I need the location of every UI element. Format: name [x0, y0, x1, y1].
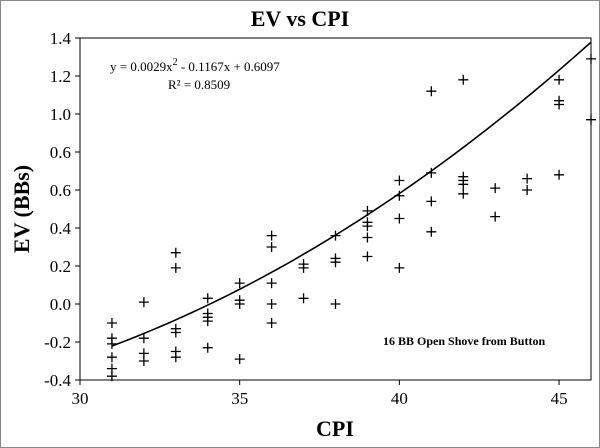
data-point	[554, 169, 565, 180]
data-point	[458, 188, 469, 199]
y-tick-label: -0.4	[44, 371, 71, 390]
equation-rest: - 0.1167x + 0.6097	[178, 59, 281, 74]
y-tick-label: 0.6	[50, 181, 71, 200]
x-axis-ticks: 30 35 40 45	[72, 380, 568, 408]
y-tick-label: 0.2	[50, 257, 71, 276]
data-point	[330, 257, 341, 268]
y-axis-ticks: -0.4 -0.2 0.0 0.2 0.4 0.6 0.6 1.0 1.2 1.4	[44, 29, 80, 390]
y-tick-label: 0.4	[50, 219, 72, 238]
data-point	[138, 356, 149, 366]
y-tick-label: 1.2	[50, 67, 71, 86]
trendline-r-squared: R² = 0.8509	[168, 77, 230, 92]
data-point	[234, 299, 245, 309]
data-point	[234, 354, 245, 365]
y-tick-label: 1.4	[50, 29, 72, 48]
data-point	[202, 316, 213, 327]
data-point	[394, 262, 405, 273]
y-tick-label: 0.6	[50, 143, 71, 162]
data-point	[202, 293, 213, 304]
data-point	[362, 251, 373, 262]
equation-exponent: 2	[173, 57, 178, 68]
data-point	[426, 226, 437, 237]
trendline	[111, 41, 592, 347]
data-point	[266, 242, 277, 252]
data-point	[458, 74, 469, 85]
data-point	[202, 342, 213, 353]
data-point	[170, 352, 181, 363]
data-point	[586, 53, 596, 64]
data-point	[106, 352, 117, 363]
data-point	[362, 232, 373, 243]
data-point	[170, 247, 181, 258]
data-point	[586, 114, 596, 125]
data-point	[138, 297, 149, 308]
data-point	[266, 278, 277, 289]
data-points	[106, 53, 596, 382]
data-point	[426, 196, 437, 207]
trendline-equation: y = 0.0029x2 - 0.1167x + 0.6097	[110, 57, 280, 74]
y-tick-label: 1.0	[50, 105, 71, 124]
data-point	[522, 185, 533, 195]
data-point	[362, 221, 373, 232]
data-point	[106, 318, 117, 328]
data-point	[266, 318, 277, 328]
data-point	[330, 299, 341, 309]
chart-title: EV vs CPI	[250, 6, 350, 31]
x-axis-title: CPI	[316, 416, 354, 441]
data-point	[426, 86, 437, 97]
data-point	[490, 211, 501, 222]
y-tick-label: -0.2	[44, 333, 71, 352]
data-point	[298, 262, 309, 273]
data-point	[298, 293, 309, 304]
data-point	[234, 278, 245, 289]
data-point	[170, 262, 181, 273]
data-point	[394, 175, 405, 186]
equation-main: y = 0.0029x	[110, 59, 173, 74]
chart-annotation: 16 BB Open Shove from Button	[383, 334, 545, 348]
data-point	[266, 230, 277, 241]
data-point	[138, 333, 149, 344]
x-tick-label: 40	[391, 389, 408, 408]
data-point	[458, 179, 469, 190]
data-point	[490, 183, 501, 194]
data-point	[106, 371, 117, 382]
data-point	[170, 327, 181, 338]
data-point	[394, 213, 405, 224]
data-point	[554, 74, 565, 85]
data-point	[554, 99, 565, 110]
plot-area	[79, 37, 592, 381]
data-point	[266, 299, 277, 309]
x-tick-label: 30	[72, 389, 89, 408]
x-tick-label: 35	[231, 389, 248, 408]
y-axis-title: EV (BBs)	[9, 165, 34, 253]
data-point	[522, 173, 533, 184]
x-tick-label: 45	[551, 389, 568, 408]
y-tick-label: 0.0	[50, 295, 71, 314]
